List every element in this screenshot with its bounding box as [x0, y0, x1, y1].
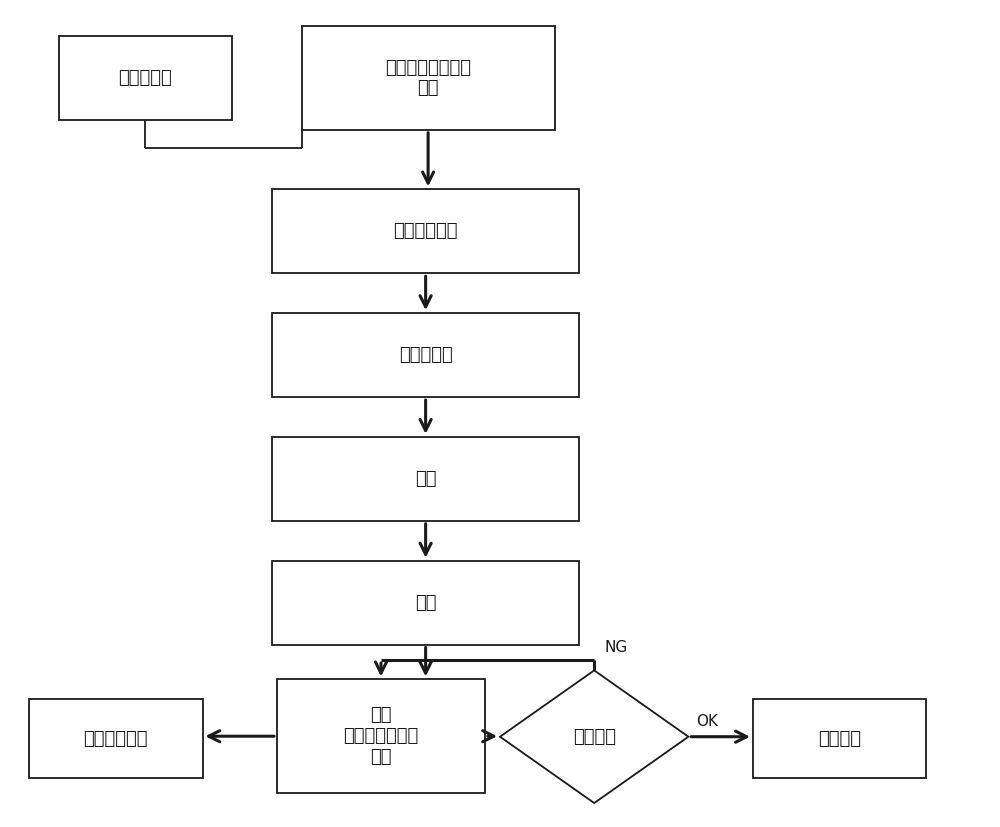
Text: 粒度监测: 粒度监测 [573, 728, 616, 746]
Text: 精磨
（气流磨或机械
磨）: 精磨 （气流磨或机械 磨） [343, 706, 419, 766]
Text: 待反应物料装匣锅
入炉: 待反应物料装匣锅 入炉 [385, 59, 471, 98]
Bar [753, 699, 926, 778]
Text: 对辊: 对辊 [415, 594, 436, 612]
Bar [59, 36, 232, 120]
Text: 细粉分离收集: 细粉分离收集 [83, 729, 148, 748]
Bar [277, 679, 485, 793]
Bar [302, 26, 555, 130]
Bar [272, 437, 579, 521]
Polygon shape [500, 671, 688, 803]
Bar [272, 561, 579, 645]
Text: 随炉直线烧结: 随炉直线烧结 [393, 222, 458, 241]
Bar [272, 313, 579, 397]
Text: 烧结品卸锅: 烧结品卸锅 [399, 346, 453, 364]
Text: NG: NG [604, 640, 627, 655]
Text: OK: OK [696, 714, 718, 729]
Text: 隧道窑升温: 隧道窑升温 [119, 69, 172, 87]
Bar [272, 189, 579, 274]
Bar [29, 699, 203, 778]
Text: 鄂破: 鄂破 [415, 470, 436, 488]
Text: 工序成品: 工序成品 [818, 729, 861, 748]
